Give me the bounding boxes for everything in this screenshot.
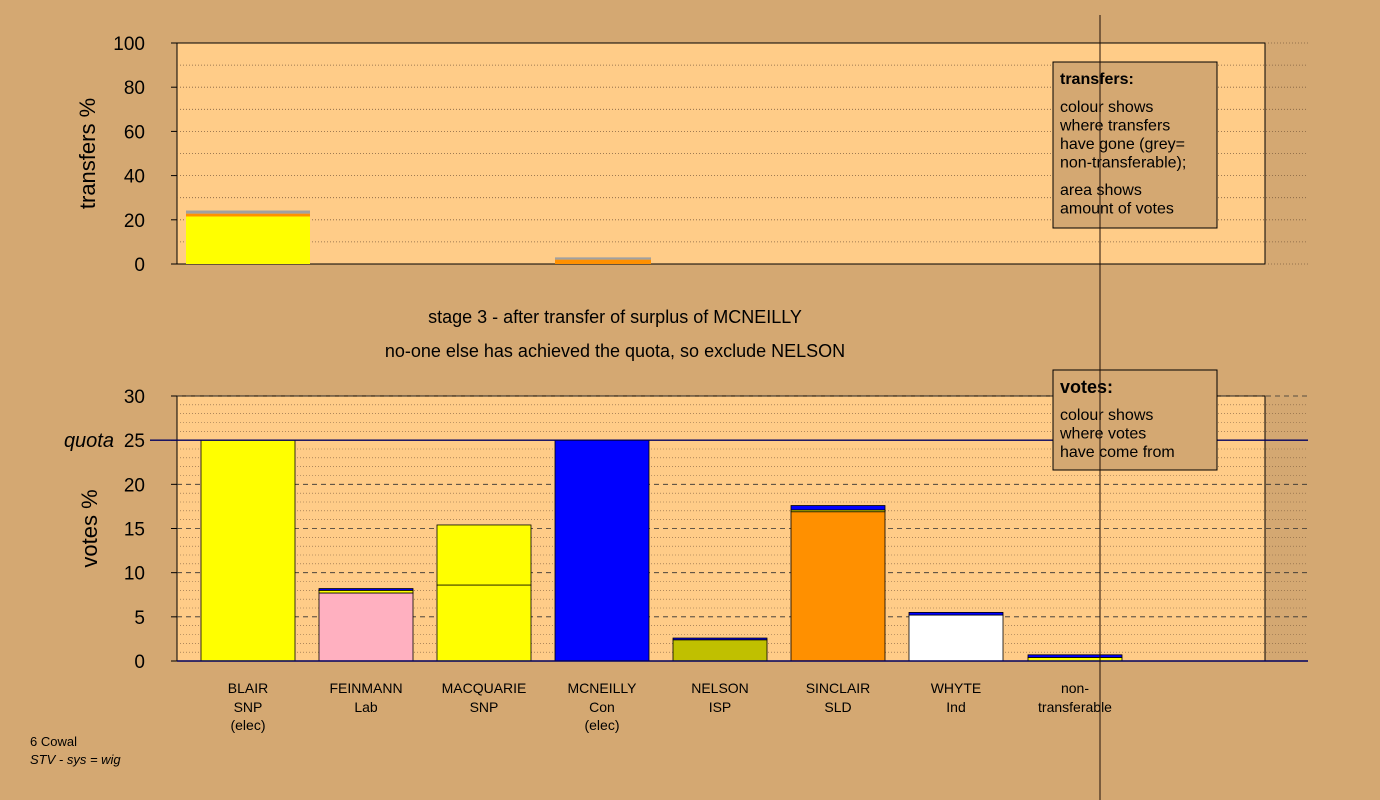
category-name-label: FEINMANN [329, 680, 402, 696]
transfers-y-tick-label: 60 [124, 122, 145, 143]
votes-y-tick-label: 10 [124, 564, 145, 585]
votes-legend-text: have come from [1060, 444, 1175, 461]
votes-bar-segment [672, 639, 768, 662]
votes-y-tick-label: 30 [124, 387, 145, 408]
category-name-label: WHYTE [931, 680, 982, 696]
category-name-label: MCNEILLY [568, 680, 638, 696]
category-party-label: ISP [709, 699, 732, 715]
transfers-legend-text: amount of votes [1060, 201, 1174, 218]
votes-y-tick-label: 15 [124, 520, 145, 541]
category-name-label: BLAIR [228, 680, 268, 696]
transfers-y-tick-label: 80 [124, 78, 145, 99]
votes-y-tick-label: 25 [124, 431, 145, 452]
votes-y-tick-label: 5 [134, 608, 145, 629]
transfers-bar-segment [555, 259, 651, 264]
transfers-legend-title: transfers: [1060, 71, 1134, 88]
constituency-label: 6 Cowal [30, 734, 77, 749]
votes-bar-segment [554, 439, 650, 662]
votes-y-axis-label: votes % [77, 489, 102, 567]
transfers-y-axis-label: transfers % [75, 98, 100, 209]
annotations: stage 3 - after transfer of surplus of M… [30, 307, 845, 767]
category-party-label: SLD [824, 699, 851, 715]
transfers-bar-segment [555, 257, 651, 260]
category-party-label: SNP [234, 699, 263, 715]
transfers-legend-text: area shows [1060, 182, 1142, 199]
votes-legend-title: votes: [1060, 377, 1113, 397]
transfers-bar-segment [186, 213, 310, 217]
category-party-label: Lab [354, 699, 378, 715]
votes-bar-segment [1027, 654, 1123, 658]
votes-legend-text: where votes [1059, 426, 1146, 443]
stage-subtitle: no-one else has achieved the quota, so e… [385, 341, 845, 361]
votes-bar-segment [790, 505, 886, 511]
transfers-legend-text: non-transferable); [1060, 155, 1186, 172]
category-name-label: non- [1061, 680, 1089, 696]
transfers-legend-text: colour shows [1060, 99, 1153, 116]
category-name-label: NELSON [691, 680, 749, 696]
votes-bar-segment [318, 592, 414, 662]
category-name-label: MACQUARIE [442, 680, 527, 696]
votes-legend-text: colour shows [1060, 407, 1153, 424]
votes-y-tick-label: 0 [134, 652, 145, 673]
transfers-legend-text: where transfers [1059, 118, 1170, 135]
votes-bar-segment [436, 584, 532, 662]
votes-bar-segment [908, 614, 1004, 662]
transfers-y-tick-label: 100 [113, 34, 145, 55]
transfers-bar-segment [186, 216, 310, 264]
votes-bar-segment [318, 588, 414, 591]
votes-y-tick-label: 20 [124, 475, 145, 496]
quota-label: quota [64, 430, 114, 452]
category-party-label: transferable [1038, 699, 1112, 715]
transfers-y-tick-label: 0 [134, 255, 145, 276]
system-label: STV - sys = wig [30, 752, 121, 767]
category-note-label: (elec) [230, 717, 265, 733]
votes-bar-segment [790, 511, 886, 662]
category-party-label: Con [589, 699, 615, 715]
category-name-label: SINCLAIR [806, 680, 871, 696]
transfers-bar-segment [186, 210, 310, 214]
category-note-label: (elec) [584, 717, 619, 733]
category-party-label: SNP [470, 699, 499, 715]
stage-title: stage 3 - after transfer of surplus of M… [428, 307, 802, 327]
transfers-y-tick-label: 20 [124, 211, 145, 232]
votes-bar-segment [908, 612, 1004, 616]
category-party-label: Ind [946, 699, 965, 715]
transfers-legend-box [1052, 61, 1218, 229]
votes-bar-segment [436, 524, 532, 586]
votes-legend-box [1052, 369, 1218, 471]
transfers-y-tick-label: 40 [124, 167, 145, 188]
votes-bar-segment [672, 637, 768, 641]
transfers-legend-text: have gone (grey= [1060, 136, 1185, 153]
transfers-chart: 0 20 40 60 80 100 transfers % transfers: colour … [75, 34, 1308, 276]
votes-bar-segment [200, 439, 296, 662]
votes-chart: 0 5 10 15 20 25 30 quota votes % BLAIR SNP (elec) FE… [64, 369, 1308, 733]
